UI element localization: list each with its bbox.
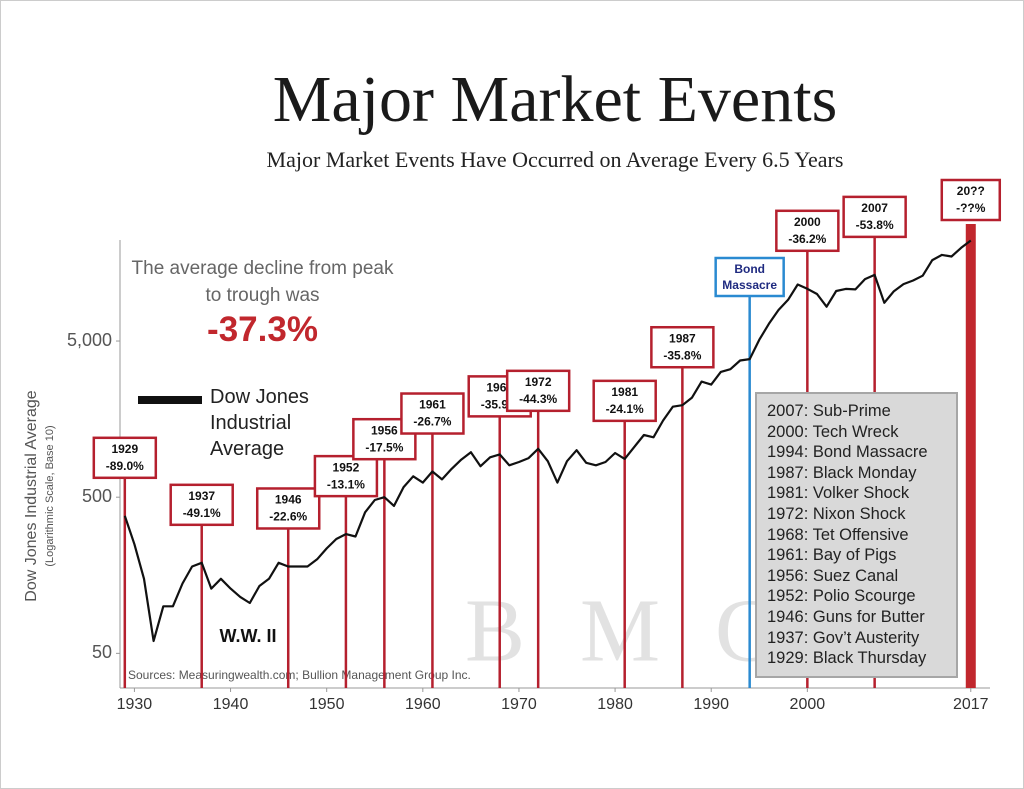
- event-decline: -44.3%: [519, 392, 557, 406]
- event-year: 1946: [275, 493, 302, 507]
- event-box: [169, 483, 234, 527]
- event-decline: -89.0%: [106, 459, 144, 473]
- annotation: The average decline from peak to trough …: [131, 258, 394, 306]
- event-year: 1981: [611, 385, 638, 399]
- event-box: [940, 178, 1002, 222]
- event-year: 1929: [111, 442, 138, 456]
- event-list-item: 2007: Sub-Prime: [767, 402, 891, 420]
- war-label: W.W. II: [219, 626, 277, 646]
- event-year: 1937: [188, 489, 215, 503]
- event-list-item: 2000: Tech Wreck: [767, 422, 899, 441]
- event-decline: -36.2%: [788, 232, 826, 246]
- event-year: 1952: [333, 460, 360, 474]
- event-year: 2007: [861, 201, 888, 215]
- event-decline: -17.5%: [365, 440, 403, 454]
- event-year: 1956: [371, 423, 398, 437]
- legend-label: Dow Jones Industrial Average: [210, 386, 309, 460]
- event-year: 1987: [669, 331, 696, 345]
- event-year: 1961: [419, 398, 446, 412]
- x-tick-label: 2000: [790, 696, 826, 713]
- bond-massacre-box: [714, 256, 785, 298]
- event-box: [255, 487, 321, 530]
- event-list-item: 1952: Polio Scourge: [767, 587, 916, 606]
- event-list-item: 1956: Suez Canal: [767, 566, 899, 585]
- y-axis-label: Dow Jones Industrial Average: [23, 390, 40, 601]
- event-decline: -22.6%: [269, 510, 307, 524]
- x-tick-label: 1940: [213, 696, 249, 713]
- y-tick-label: 50: [92, 642, 112, 662]
- next-event-bar: [965, 224, 976, 688]
- event-decline: -35.8%: [663, 348, 701, 362]
- x-tick-label: 1980: [597, 696, 633, 713]
- source: Sources: Measuringwealth.com; Bullion Ma…: [128, 668, 471, 682]
- y-tick-label: 5,000: [67, 330, 112, 350]
- event-list-item: 1972: Nixon Shock: [767, 504, 906, 523]
- series-line: [123, 239, 972, 643]
- event-box: [650, 325, 715, 369]
- event-box: [92, 436, 158, 480]
- event-list-item: 1929: Black Thursday: [767, 649, 927, 668]
- event-list-item: 1961: Bay of Pigs: [767, 546, 897, 565]
- event-decline: -13.1%: [327, 477, 365, 491]
- event-box: [505, 369, 571, 413]
- event-box: [842, 195, 907, 239]
- y-tick-label: 500: [82, 486, 112, 506]
- event-decline: -24.1%: [606, 402, 644, 416]
- y-axis-note: (Logarithmic Scale, Base 10): [44, 425, 56, 566]
- x-tick-label: 1960: [405, 696, 441, 713]
- x-tick-label: 2017: [953, 696, 989, 713]
- watermark: BMG: [465, 582, 835, 681]
- x-tick-label: 1990: [693, 696, 729, 713]
- next-event-decline: -??%: [956, 201, 986, 215]
- event-list-item: 1946: Guns for Butter: [767, 607, 925, 626]
- event-year: 2000: [794, 215, 821, 229]
- event-box: [775, 209, 840, 253]
- event-box: [400, 392, 465, 435]
- event-list: 2007: Sub-Prime 2000: Tech Wreck 1994: Bon…: [755, 392, 958, 678]
- bond-massacre-label: Bond Massacre: [722, 262, 778, 292]
- event-box: [313, 454, 379, 498]
- event-list-item: 1994: Bond Massacre: [767, 443, 928, 462]
- event-list-item: 1987: Black Monday: [767, 463, 917, 482]
- chart-subtitle: Major Market Events Have Occurred on Ave…: [267, 147, 844, 172]
- event-decline: -26.7%: [413, 415, 451, 429]
- average-decline: -37.3%: [207, 310, 318, 349]
- x-tick-label: 1970: [501, 696, 537, 713]
- event-list-item: 1937: Gov’t Austerity: [767, 628, 920, 647]
- chart-title: Major Market Events: [273, 63, 838, 136]
- legend-swatch: [138, 396, 202, 404]
- event-box: [592, 379, 657, 423]
- x-tick-label: 1950: [309, 696, 345, 713]
- event-decline: -53.8%: [856, 218, 894, 232]
- event-decline: -49.1%: [183, 506, 221, 520]
- event-list-item: 1981: Volker Shock: [767, 484, 910, 503]
- next-event-year: 20??: [957, 184, 985, 198]
- event-year: 1972: [525, 375, 552, 389]
- x-tick-label: 1930: [117, 696, 153, 713]
- event-list-item: 1968: Tet Offensive: [767, 525, 909, 544]
